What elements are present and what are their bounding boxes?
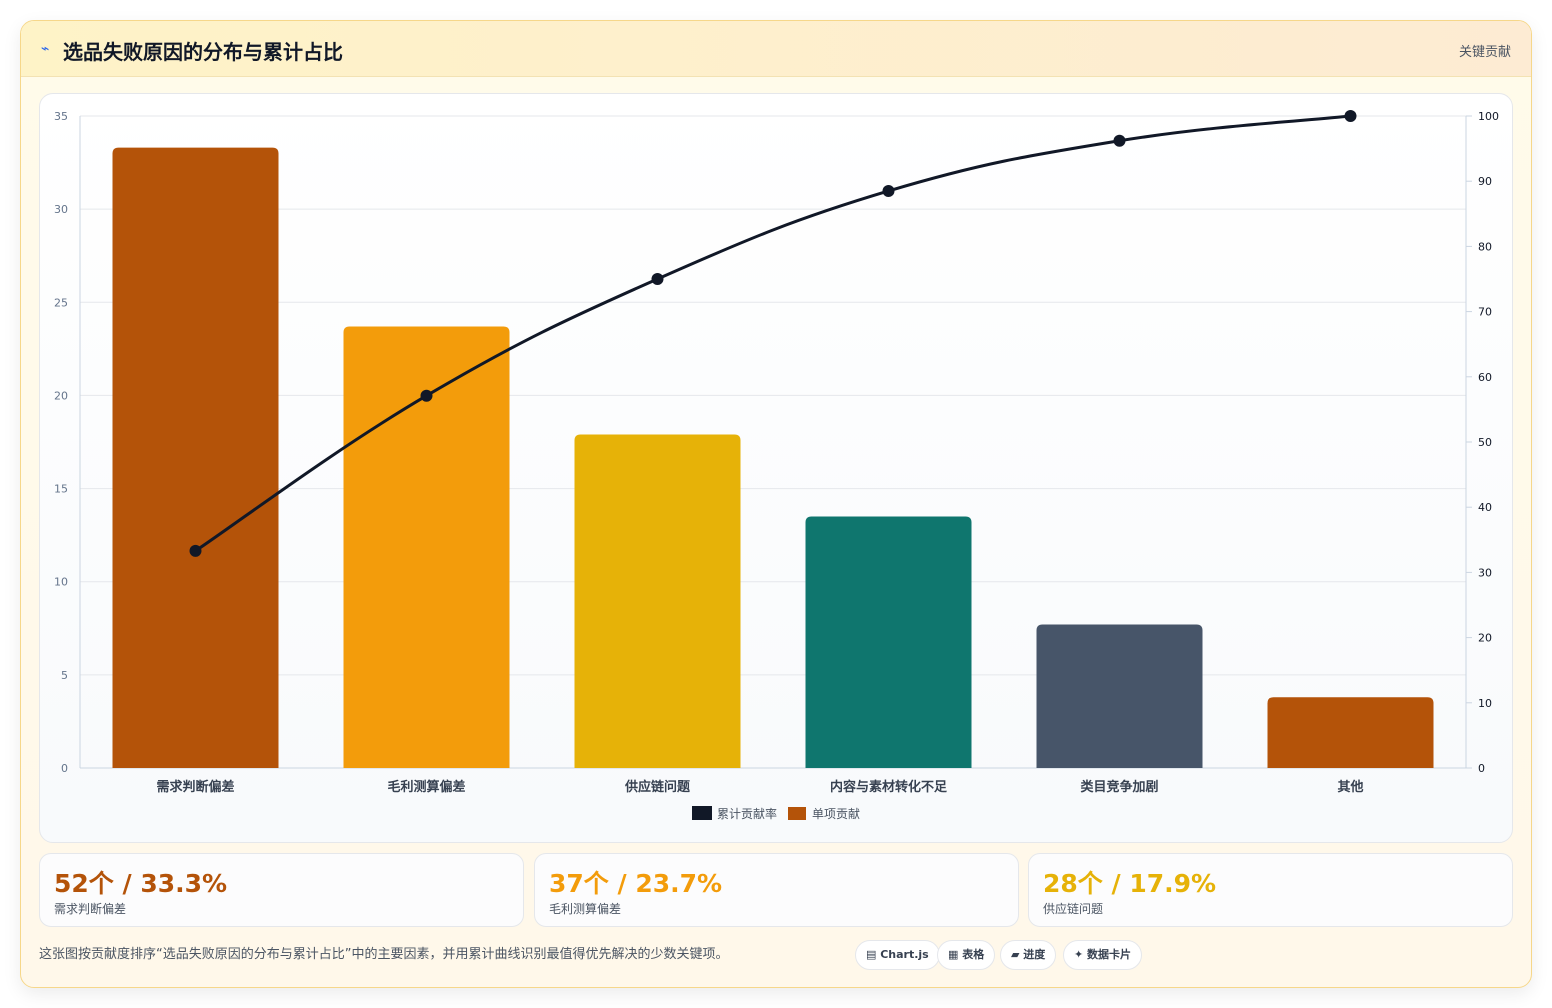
stat-value: 28个 / 17.9% xyxy=(1043,869,1217,898)
stat-label: 需求判断偏差 xyxy=(54,902,127,916)
bar xyxy=(1036,624,1203,768)
y-right-tick-label: 60 xyxy=(1478,371,1492,384)
y-right-tick-label: 20 xyxy=(1478,632,1492,645)
x-tick-label: 需求判断偏差 xyxy=(156,779,234,795)
stat-value: 37个 / 23.7% xyxy=(549,869,723,898)
cumulative-point xyxy=(651,273,664,285)
y-left-tick-label: 10 xyxy=(54,576,68,589)
y-left-tick-label: 30 xyxy=(54,203,68,216)
lightning-icon: ⌁ xyxy=(41,41,50,57)
x-tick-label: 内容与素材转化不足 xyxy=(830,779,948,795)
stat-cards: 52个 / 33.3% 需求判断偏差 37个 / 23.7% 毛利测算偏差 28… xyxy=(39,853,1513,927)
y-right-tick-label: 0 xyxy=(1478,762,1485,775)
cumulative-point xyxy=(882,184,895,197)
stat-card-1: 52个 / 33.3% 需求判断偏差 xyxy=(39,853,524,927)
legend-swatch-single xyxy=(788,807,806,820)
bar xyxy=(1267,697,1434,768)
y-left-tick-label: 35 xyxy=(54,110,68,123)
y-right-tick-label: 50 xyxy=(1478,436,1492,449)
bar xyxy=(574,434,741,768)
legend-swatch-cumulative xyxy=(692,806,712,820)
y-left-tick-label: 25 xyxy=(54,296,68,309)
y-left-tick-label: 5 xyxy=(61,669,68,682)
stat-card-2: 37个 / 23.7% 毛利测算偏差 xyxy=(534,853,1019,927)
stat-label: 供应链问题 xyxy=(1043,902,1104,916)
bar xyxy=(343,326,510,768)
chip-chartjs[interactable]: ▤ Chart.js xyxy=(855,940,940,970)
y-left-tick-label: 0 xyxy=(61,762,68,775)
chart-title: 选品失败原因的分布与累计占比 xyxy=(63,40,343,64)
legend-label-cumulative: 累计贡献率 xyxy=(717,806,777,821)
x-tick-label: 类目竞争加剧 xyxy=(1080,779,1158,795)
bar xyxy=(112,147,279,768)
chip-table[interactable]: ▦ 表格 xyxy=(937,940,996,970)
footer-note: 这张图按贡献度排序“选品失败原因的分布与累计占比”中的主要因素，并用累计曲线识别… xyxy=(39,947,729,962)
pareto-chart: 0 5 10 15 20 25 30 35 0 10 20 30 40 50 60 70 80 90 100 需求判断… xyxy=(54,110,1499,821)
bar xyxy=(805,516,972,768)
x-tick-label: 毛利测算偏差 xyxy=(387,779,465,795)
legend-label-single: 单项贡献 xyxy=(812,806,860,821)
y-right-tick-label: 30 xyxy=(1478,566,1492,579)
x-tick-label: 供应链问题 xyxy=(624,779,691,795)
cumulative-point xyxy=(420,389,433,402)
y-right-tick-label: 90 xyxy=(1478,175,1492,188)
chart-card: ⌁ 选品失败原因的分布与累计占比 关键贡献 0 5 10 15 20 25 30 35 0 10 2… xyxy=(20,20,1532,988)
y-left-tick-label: 15 xyxy=(54,483,68,496)
chip-progress[interactable]: ▰ 进度 xyxy=(1000,940,1057,970)
header-tag: 关键贡献 xyxy=(1458,45,1511,60)
y-right-tick-label: 70 xyxy=(1478,306,1492,319)
cumulative-point xyxy=(1113,134,1126,147)
y-right-tick-label: 100 xyxy=(1478,110,1499,123)
chart-panel: 0 5 10 15 20 25 30 35 0 10 20 30 40 50 60 70 80 90 100 需求判断… xyxy=(39,93,1513,843)
stat-card-3: 28个 / 17.9% 供应链问题 xyxy=(1028,853,1513,927)
y-right-tick-label: 80 xyxy=(1478,240,1492,253)
card-header: ⌁ 选品失败原因的分布与累计占比 关键贡献 xyxy=(21,21,1531,77)
y-right-tick-label: 40 xyxy=(1478,501,1492,514)
cumulative-line xyxy=(194,114,1351,553)
y-right-tick-label: 10 xyxy=(1478,697,1492,710)
x-tick-label: 其他 xyxy=(1337,779,1363,795)
stat-value: 52个 / 33.3% xyxy=(54,869,228,898)
chip-data-card[interactable]: ✦ 数据卡片 xyxy=(1063,940,1143,970)
y-left-tick-label: 20 xyxy=(54,389,68,402)
stat-label: 毛利测算偏差 xyxy=(549,902,622,916)
cumulative-point xyxy=(189,544,202,557)
cumulative-point xyxy=(1344,110,1357,122)
